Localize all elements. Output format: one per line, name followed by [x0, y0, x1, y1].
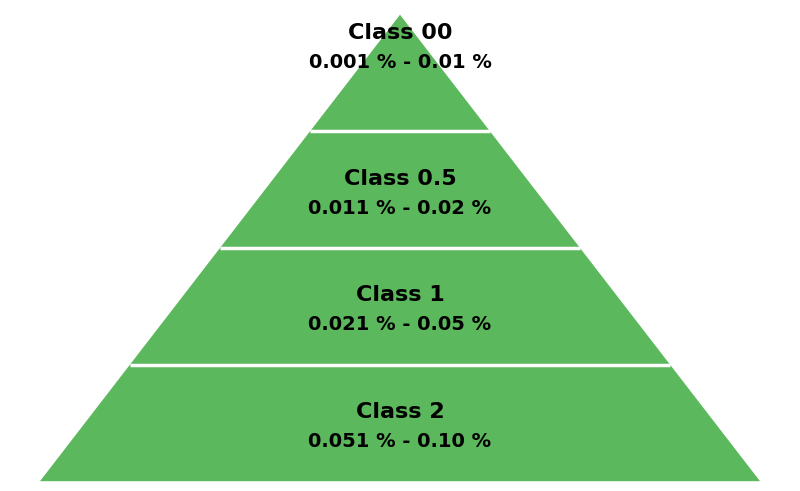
Text: Class 0.5: Class 0.5: [344, 169, 456, 189]
Polygon shape: [310, 15, 490, 132]
Text: 0.011 % - 0.02 %: 0.011 % - 0.02 %: [309, 199, 491, 218]
Text: Class 00: Class 00: [348, 24, 452, 43]
Text: 0.021 % - 0.05 %: 0.021 % - 0.05 %: [309, 315, 491, 334]
Polygon shape: [40, 364, 760, 481]
Text: 0.001 % - 0.01 %: 0.001 % - 0.01 %: [309, 54, 491, 72]
Polygon shape: [130, 248, 670, 364]
Polygon shape: [220, 132, 580, 248]
Text: 0.051 % - 0.10 %: 0.051 % - 0.10 %: [309, 432, 491, 451]
Text: Class 1: Class 1: [356, 285, 444, 305]
Text: Class 2: Class 2: [356, 402, 444, 422]
